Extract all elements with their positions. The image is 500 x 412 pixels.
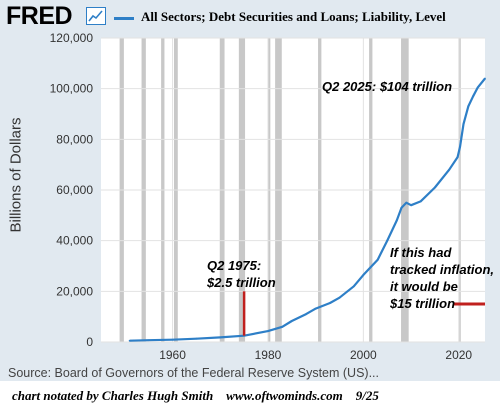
y-tick-label-2: 40,000 <box>56 234 93 248</box>
series-point <box>405 201 408 204</box>
annotation-1975-line-1: Q2 1975: <box>207 258 262 273</box>
series-point <box>386 239 389 242</box>
series-point <box>267 330 269 333</box>
series-point <box>410 204 412 207</box>
annotation-inflation-line-1: If this had <box>390 245 452 260</box>
series-point <box>329 302 331 304</box>
series-point <box>362 273 365 276</box>
series-point <box>434 186 436 189</box>
annotation-inflation-line-2: tracked inflation, <box>390 262 495 277</box>
y-tick-label-5: 100,000 <box>50 82 94 96</box>
series-point <box>484 77 486 80</box>
annotation-inflation: If this had tracked inflation, it would … <box>390 244 494 312</box>
annotation-inflation-line-4: $15 trillion <box>390 296 456 311</box>
series-point <box>305 313 308 316</box>
annotation-inflation-line-3: it would be <box>390 279 458 294</box>
annotation-1975-line-2: $2.5 trillion <box>207 275 276 290</box>
credit-note: chart notated by Charles Hugh Smith www.… <box>12 388 379 403</box>
source-note: Source: Board of Governors of the Federa… <box>8 366 379 380</box>
series-point <box>219 336 222 339</box>
series-point <box>338 296 341 299</box>
annotation-2025-line: Q2 2025: $104 trillion <box>322 79 453 94</box>
y-tick-label-1: 20,000 <box>56 284 93 298</box>
series-point <box>195 337 198 340</box>
series-point <box>171 338 174 341</box>
legend-label: All Sectors; Debt Securities and Loans; … <box>141 9 446 24</box>
y-tick-label-6: 120,000 <box>50 31 94 45</box>
series-point <box>395 219 398 222</box>
series-point <box>281 325 284 328</box>
series-point <box>352 285 355 288</box>
credit-strip <box>0 381 500 412</box>
annotation-1975: Q2 1975: $2.5 trillion <box>207 257 276 291</box>
y-tick-label-0: 0 <box>86 335 93 349</box>
annotation-2025: Q2 2025: $104 trillion <box>322 78 452 95</box>
series-point <box>448 168 451 171</box>
x-tick-label-3: 2020 <box>445 348 472 362</box>
series-point <box>400 206 403 209</box>
gridlines <box>101 37 485 343</box>
series-point <box>472 95 474 98</box>
x-tick-label-1: 1980 <box>255 348 282 362</box>
series-point <box>459 146 461 148</box>
axis-ticks: 0 20,000 40,000 60,000 80,000 100,000 120,000 1… <box>50 31 473 362</box>
x-tick-label-2: 2000 <box>350 348 377 362</box>
series-point <box>456 156 459 158</box>
series-point <box>462 123 465 126</box>
y-tick-label-4: 80,000 <box>56 132 93 146</box>
x-tick-label-0: 1960 <box>159 348 186 362</box>
fred-logo[interactable]: FRED <box>6 2 73 30</box>
legend-swatch <box>114 17 134 20</box>
series-point <box>147 339 150 342</box>
series-point <box>476 86 479 89</box>
series-point <box>128 339 131 342</box>
series-point <box>419 200 422 203</box>
annotation-markers <box>242 291 485 336</box>
series-point <box>376 258 379 261</box>
series-point <box>467 105 470 108</box>
series-point <box>290 320 293 322</box>
series-point <box>314 307 317 310</box>
fred-chart-icon <box>86 7 106 25</box>
y-tick-label-3: 60,000 <box>56 183 93 197</box>
